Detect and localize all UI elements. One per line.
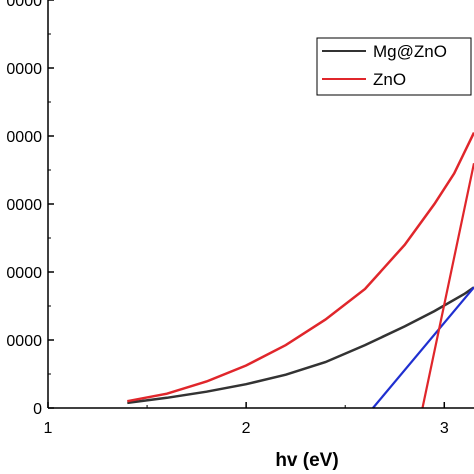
y-tick-label-3: 0000 xyxy=(6,197,42,214)
x-tick-label-1: 2 xyxy=(242,420,251,437)
y-tick-label-5: 0000 xyxy=(6,61,42,78)
legend-label-zno: ZnO xyxy=(373,70,406,89)
y-tick-label-2: 0000 xyxy=(6,265,42,282)
legend-label-mg-zno: Mg@ZnO xyxy=(373,42,447,61)
legend-box xyxy=(316,37,472,96)
y-tick-label-4: 0000 xyxy=(6,129,42,146)
x-tick-label-0: 1 xyxy=(44,420,53,437)
y-tick-label-0: 0 xyxy=(33,401,42,418)
x-tick-label-2: 3 xyxy=(440,420,449,437)
fit-line-0 xyxy=(372,286,474,409)
fit-line-1 xyxy=(421,162,474,409)
plot-area xyxy=(127,132,474,409)
y-tick-label-1: 0000 xyxy=(6,333,42,350)
x-axis-title: hv (eV) xyxy=(275,450,338,471)
y-tick-label-6: 0000 xyxy=(6,0,42,10)
legend: Mg@ZnO ZnO xyxy=(316,37,472,96)
series-line-1 xyxy=(127,132,474,403)
